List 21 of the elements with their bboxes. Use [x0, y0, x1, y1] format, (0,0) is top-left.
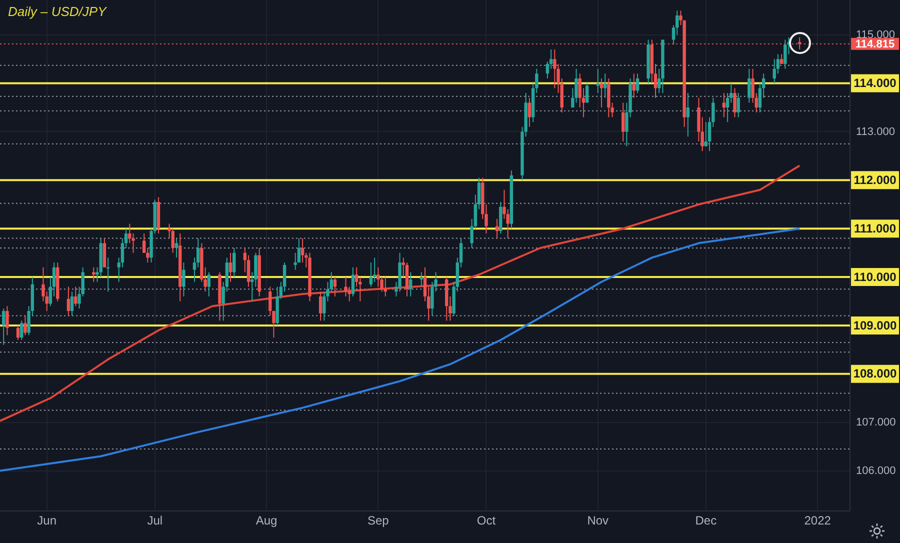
ref-line-label: 114.815	[855, 38, 895, 50]
ref-line-label: 114.000	[854, 76, 897, 90]
y-tick-label: 106.000	[856, 464, 896, 477]
y-tick-label: 107.000	[856, 416, 896, 428]
x-tick-label: Nov	[587, 514, 609, 528]
x-tick-label: Dec	[695, 514, 717, 528]
y-tick-label: 115.000	[856, 28, 895, 41]
ref-line-label: 109.000	[853, 318, 898, 332]
x-tick-label: Aug	[256, 514, 278, 528]
candlestick	[106, 258, 110, 292]
y-tick-label: 113.000	[856, 126, 895, 138]
x-tick-label: 2022	[804, 514, 832, 528]
chart-title: Daily – USD/JPY	[8, 4, 106, 19]
x-tick-label: Sep	[368, 514, 390, 528]
ref-line-label: 112.000	[854, 172, 897, 187]
ref-line-label: 110.000	[854, 270, 897, 284]
x-tick-label: Jul	[147, 514, 163, 528]
ref-line-label: 111.000	[854, 221, 896, 236]
ref-line-label: 108.000	[853, 366, 898, 381]
x-tick-label: Jun	[37, 514, 56, 528]
x-tick-label: Oct	[476, 514, 496, 528]
